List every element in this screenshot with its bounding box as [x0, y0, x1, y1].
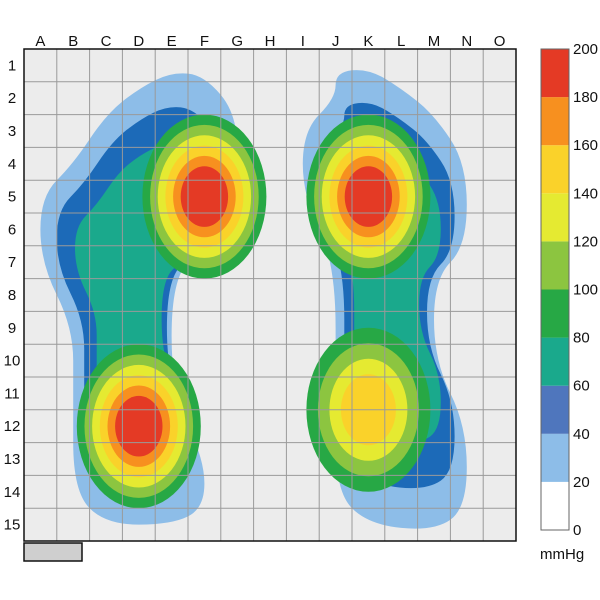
colorbar-tick-label: 40	[573, 426, 590, 443]
row-label: 13	[4, 451, 21, 468]
colorbar-tick-label: 160	[573, 137, 598, 154]
colorbar-segment	[541, 433, 569, 482]
row-label: 10	[4, 353, 21, 370]
row-label: 1	[8, 57, 16, 74]
column-label: A	[35, 33, 45, 50]
column-label: D	[133, 33, 144, 50]
left-forefoot-band-180	[180, 166, 229, 227]
row-label: 3	[8, 123, 16, 140]
row-label: 6	[8, 221, 16, 238]
colorbar-segment	[541, 145, 569, 194]
colorbar-segment	[541, 385, 569, 434]
row-label: 4	[8, 156, 16, 173]
colorbar-segment	[541, 337, 569, 386]
colorbar-segment	[541, 193, 569, 242]
row-label: 5	[8, 189, 16, 206]
column-label: C	[101, 33, 112, 50]
colorbar-tick-label: 100	[573, 282, 598, 299]
column-label: I	[301, 33, 305, 50]
row-label: 2	[8, 90, 16, 107]
colorbar-ticks: 0 20 40 60 80 100 120 140 160 180 200	[573, 41, 598, 539]
colorbar-tick-label: 60	[573, 378, 590, 395]
colorbar-tick-label: 140	[573, 185, 598, 202]
column-label: N	[461, 33, 472, 50]
colorbar-segment	[541, 241, 569, 290]
column-label: M	[428, 33, 441, 50]
column-label: J	[332, 33, 340, 50]
row-label: 12	[4, 418, 21, 435]
colorbar-tick-label: 200	[573, 41, 598, 58]
column-label: B	[68, 33, 78, 50]
row-label: 15	[4, 517, 21, 534]
row-label: 14	[4, 484, 21, 501]
scale-bar	[23, 542, 83, 562]
colorbar-tick-label: 80	[573, 330, 590, 347]
colorbar-segment	[541, 97, 569, 146]
colorbar-tick-label: 20	[573, 474, 590, 491]
colorbar-frame	[540, 48, 570, 531]
column-label: O	[494, 33, 506, 50]
row-label: 11	[4, 385, 20, 402]
left-heel-band-180	[115, 395, 163, 457]
colorbar-tick-label: 180	[573, 89, 598, 106]
column-label: K	[363, 33, 373, 50]
right-forefoot-band-180	[344, 166, 393, 227]
row-label: 9	[8, 320, 16, 337]
column-label: L	[397, 33, 405, 50]
column-label: H	[265, 33, 276, 50]
column-label: E	[167, 33, 177, 50]
colorbar	[540, 48, 570, 531]
colorbar-segment	[541, 289, 569, 338]
row-label: 7	[8, 254, 16, 271]
column-label: G	[231, 33, 243, 50]
foot-pressure-layer	[40, 70, 467, 529]
column-label: F	[200, 33, 209, 50]
grid-lines	[24, 49, 516, 541]
column-labels: A B C D E F G H I J K L M N O	[35, 33, 505, 50]
colorbar-segment	[541, 49, 569, 98]
colorbar-unit-label: mmHg	[540, 546, 585, 563]
colorbar-tick-label: 0	[573, 522, 581, 539]
colorbar-tick-label: 120	[573, 233, 598, 250]
colorbar-segment	[541, 481, 569, 530]
row-label: 8	[8, 287, 16, 304]
plot-frame	[23, 48, 517, 542]
